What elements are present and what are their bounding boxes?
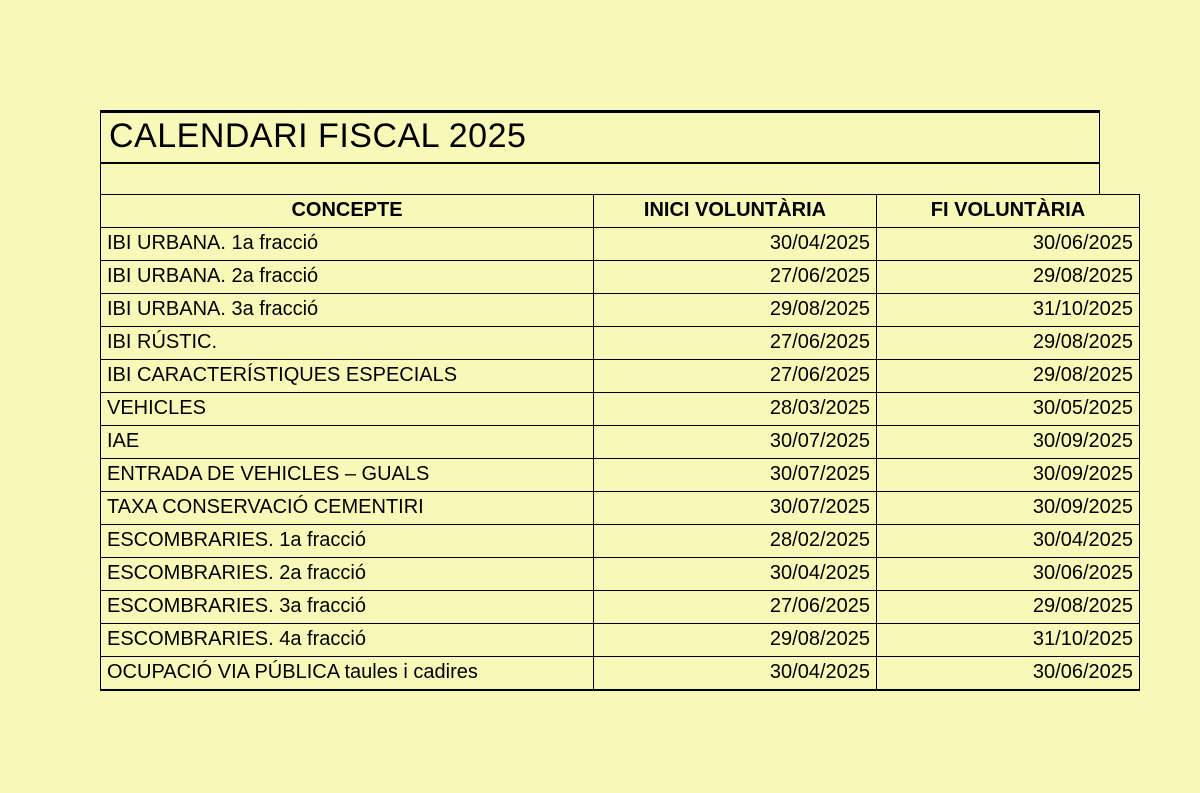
fiscal-calendar-page: CALENDARI FISCAL 2025 CONCEPTE INICI VOL… bbox=[0, 0, 1100, 691]
cell-inici: 29/08/2025 bbox=[594, 294, 877, 327]
cell-concepte: TAXA CONSERVACIÓ CEMENTIRI bbox=[101, 492, 594, 525]
table-body: IBI URBANA. 1a fracció30/04/202530/06/20… bbox=[101, 228, 1140, 691]
cell-inici: 28/02/2025 bbox=[594, 525, 877, 558]
cell-concepte: ESCOMBRARIES. 3a fracció bbox=[101, 591, 594, 624]
cell-inici: 30/04/2025 bbox=[594, 558, 877, 591]
cell-fi: 30/04/2025 bbox=[877, 525, 1140, 558]
spacer-row bbox=[100, 164, 1100, 194]
table-row: IBI RÚSTIC.27/06/202529/08/2025 bbox=[101, 327, 1140, 360]
header-fi: FI VOLUNTÀRIA bbox=[877, 195, 1140, 228]
cell-fi: 29/08/2025 bbox=[877, 591, 1140, 624]
cell-inici: 30/07/2025 bbox=[594, 426, 877, 459]
cell-concepte: IBI CARACTERÍSTIQUES ESPECIALS bbox=[101, 360, 594, 393]
cell-fi: 30/06/2025 bbox=[877, 558, 1140, 591]
table-row: ESCOMBRARIES. 1a fracció28/02/202530/04/… bbox=[101, 525, 1140, 558]
cell-fi: 31/10/2025 bbox=[877, 624, 1140, 657]
cell-concepte: ENTRADA DE VEHICLES – GUALS bbox=[101, 459, 594, 492]
table-row: VEHICLES28/03/202530/05/2025 bbox=[101, 393, 1140, 426]
cell-concepte: IAE bbox=[101, 426, 594, 459]
table-row: ESCOMBRARIES. 2a fracció30/04/202530/06/… bbox=[101, 558, 1140, 591]
cell-fi: 30/06/2025 bbox=[877, 228, 1140, 261]
page-title: CALENDARI FISCAL 2025 bbox=[109, 117, 1091, 156]
cell-inici: 30/04/2025 bbox=[594, 228, 877, 261]
header-inici: INICI VOLUNTÀRIA bbox=[594, 195, 877, 228]
table-row: OCUPACIÓ VIA PÚBLICA taules i cadires30/… bbox=[101, 657, 1140, 691]
cell-fi: 31/10/2025 bbox=[877, 294, 1140, 327]
cell-concepte: IBI URBANA. 2a fracció bbox=[101, 261, 594, 294]
table-row: IAE30/07/202530/09/2025 bbox=[101, 426, 1140, 459]
cell-fi: 29/08/2025 bbox=[877, 360, 1140, 393]
cell-fi: 30/09/2025 bbox=[877, 492, 1140, 525]
table-row: ENTRADA DE VEHICLES – GUALS30/07/202530/… bbox=[101, 459, 1140, 492]
cell-inici: 28/03/2025 bbox=[594, 393, 877, 426]
cell-inici: 27/06/2025 bbox=[594, 327, 877, 360]
cell-inici: 27/06/2025 bbox=[594, 591, 877, 624]
cell-inici: 27/06/2025 bbox=[594, 360, 877, 393]
cell-concepte: IBI URBANA. 3a fracció bbox=[101, 294, 594, 327]
cell-concepte: VEHICLES bbox=[101, 393, 594, 426]
cell-fi: 30/09/2025 bbox=[877, 459, 1140, 492]
cell-inici: 30/07/2025 bbox=[594, 459, 877, 492]
title-container: CALENDARI FISCAL 2025 bbox=[100, 110, 1100, 164]
cell-inici: 30/07/2025 bbox=[594, 492, 877, 525]
cell-concepte: OCUPACIÓ VIA PÚBLICA taules i cadires bbox=[101, 657, 594, 691]
cell-concepte: ESCOMBRARIES. 2a fracció bbox=[101, 558, 594, 591]
cell-concepte: IBI URBANA. 1a fracció bbox=[101, 228, 594, 261]
cell-concepte: ESCOMBRARIES. 4a fracció bbox=[101, 624, 594, 657]
table-row: IBI URBANA. 3a fracció29/08/202531/10/20… bbox=[101, 294, 1140, 327]
cell-fi: 30/09/2025 bbox=[877, 426, 1140, 459]
cell-concepte: IBI RÚSTIC. bbox=[101, 327, 594, 360]
table-row: ESCOMBRARIES. 3a fracció27/06/202529/08/… bbox=[101, 591, 1140, 624]
header-concepte: CONCEPTE bbox=[101, 195, 594, 228]
cell-inici: 30/04/2025 bbox=[594, 657, 877, 691]
cell-fi: 29/08/2025 bbox=[877, 261, 1140, 294]
table-row: IBI URBANA. 1a fracció30/04/202530/06/20… bbox=[101, 228, 1140, 261]
cell-inici: 29/08/2025 bbox=[594, 624, 877, 657]
cell-inici: 27/06/2025 bbox=[594, 261, 877, 294]
table-row: ESCOMBRARIES. 4a fracció29/08/202531/10/… bbox=[101, 624, 1140, 657]
cell-fi: 30/05/2025 bbox=[877, 393, 1140, 426]
cell-concepte: ESCOMBRARIES. 1a fracció bbox=[101, 525, 594, 558]
cell-fi: 30/06/2025 bbox=[877, 657, 1140, 691]
fiscal-calendar-table: CONCEPTE INICI VOLUNTÀRIA FI VOLUNTÀRIA … bbox=[100, 194, 1140, 691]
cell-fi: 29/08/2025 bbox=[877, 327, 1140, 360]
table-row: IBI URBANA. 2a fracció27/06/202529/08/20… bbox=[101, 261, 1140, 294]
table-header-row: CONCEPTE INICI VOLUNTÀRIA FI VOLUNTÀRIA bbox=[101, 195, 1140, 228]
table-row: TAXA CONSERVACIÓ CEMENTIRI30/07/202530/0… bbox=[101, 492, 1140, 525]
table-row: IBI CARACTERÍSTIQUES ESPECIALS27/06/2025… bbox=[101, 360, 1140, 393]
